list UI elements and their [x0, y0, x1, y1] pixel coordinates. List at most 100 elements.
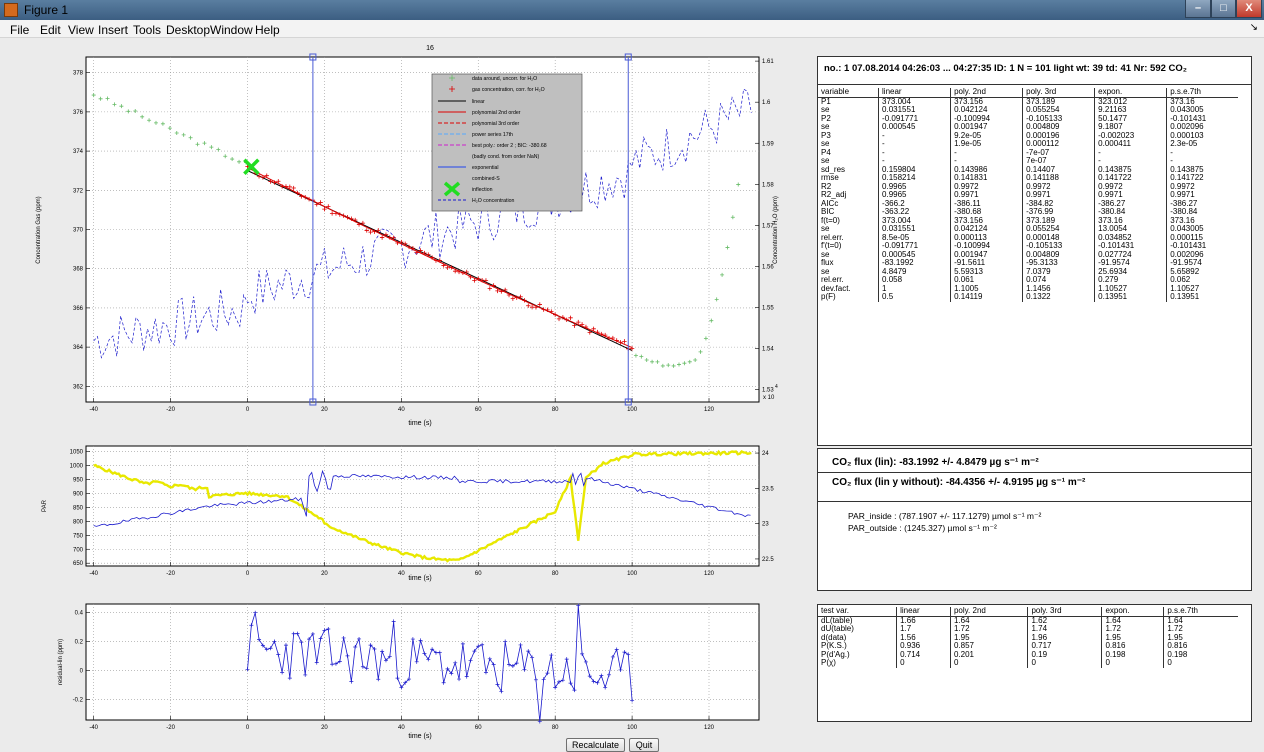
table-cell: 2.3e-05 [1166, 139, 1238, 149]
table-row: dev.fact. 1 1.1005 1.1456 1.10527 1.10527 [818, 284, 1238, 293]
table-cell: -0.002023 [1094, 131, 1167, 140]
table-row: se 0.000545 0.001947 0.004809 0.027724 0.0020… [818, 250, 1238, 259]
maximize-button[interactable]: □ [1211, 0, 1236, 18]
dock-arrow-icon[interactable]: ↘ [1249, 22, 1258, 33]
gas-data-point [318, 200, 323, 205]
outside-data-point [202, 141, 207, 146]
table-cell: - [1094, 156, 1167, 166]
table-row: flux -83.1992 -91.5611 -95.3133 -91.9574 -91.… [818, 258, 1238, 268]
gas-data-point [276, 179, 281, 184]
table-cell: BIC [821, 207, 835, 216]
gas-data-point [314, 202, 319, 207]
gas-data-point [602, 332, 608, 338]
recalculate-button[interactable]: Recalculate [566, 738, 625, 752]
gas-data-point [583, 324, 589, 330]
residual-point [580, 651, 585, 656]
table-cell: 0 [949, 658, 1028, 668]
menu-file[interactable]: File [10, 23, 30, 37]
legend-poly3: polynomial 3rd order [472, 121, 520, 127]
table-cell: 0.717 [1027, 641, 1102, 651]
par-line [93, 449, 752, 563]
residual-point [387, 654, 392, 659]
residual-point [626, 652, 631, 657]
table-cell: 1.95 [949, 633, 1028, 642]
table-cell: se [821, 122, 830, 131]
y-axis-label-left: Concentration Gas (ppm) [36, 196, 42, 263]
residual-point [249, 623, 254, 628]
gas-data-point [349, 216, 354, 221]
menu-view[interactable]: View [68, 23, 94, 37]
table-row: R2 0.9965 0.9972 0.9972 0.9972 0.9972 [818, 182, 1238, 191]
table-cell: 0.19 [1027, 650, 1102, 659]
gas-data-point [329, 211, 335, 216]
outside-data-point [216, 147, 221, 152]
menu-tools[interactable]: Tools [133, 23, 162, 37]
residual-point [430, 647, 435, 652]
table-cell: 13.0054 [1094, 224, 1167, 234]
menu-window[interactable]: Window [210, 23, 253, 37]
gas-data-point [452, 268, 458, 274]
residual-point [322, 628, 327, 633]
inflection-marker [243, 158, 260, 176]
residual-point [410, 637, 415, 642]
table-cell: 1.9e-05 [950, 139, 1023, 149]
table-cell: 0.001947 [950, 250, 1023, 259]
table-cell: - [1166, 148, 1238, 157]
menu-edit[interactable]: Edit [40, 23, 61, 37]
gas-data-point [522, 298, 527, 303]
column-header: test var. [818, 606, 897, 617]
residual-point [383, 658, 388, 663]
gas-data-point [418, 248, 423, 253]
table-cell: 1.72 [1101, 624, 1164, 634]
par-x-axis-label: time (s) [408, 575, 431, 582]
y-tick-label: -0.2 [73, 698, 84, 704]
minimize-button[interactable]: – [1185, 0, 1211, 18]
y-tick-label: 376 [73, 110, 84, 116]
gas-data-point [445, 265, 450, 270]
boundary-handle-bottom [624, 398, 632, 406]
residual-point [495, 682, 500, 687]
table-cell: rel.err. [821, 275, 844, 284]
table-cell: 0.143875 [1094, 165, 1167, 174]
menu-help[interactable]: Help [255, 23, 280, 37]
table-cell: 0.002096 [1166, 250, 1238, 259]
gas-data-point [629, 346, 635, 351]
column-header: variable [818, 87, 879, 98]
gas-data-point [353, 217, 358, 223]
table-cell: -0.105133 [1022, 241, 1095, 251]
table-cell: 1.72 [949, 624, 1028, 634]
menu-desktop[interactable]: Desktop [166, 23, 211, 37]
residual-point [333, 661, 338, 666]
residual-point [457, 677, 462, 682]
table-cell: 0.141188 [1022, 173, 1095, 183]
gas-data-point [360, 220, 366, 226]
gas-data-point [599, 331, 604, 337]
gas-data-point [429, 255, 435, 260]
gas-data-point [426, 252, 431, 257]
table-cell: dU(table) [821, 624, 854, 633]
gas-data-point [256, 174, 262, 179]
residual-point [433, 650, 438, 655]
outside-data-point [195, 142, 200, 147]
outside-data-point [223, 154, 228, 159]
table-cell: rmse [821, 173, 839, 182]
y-tick-label: 850 [73, 505, 84, 511]
main-legend[interactable]: data around, uncorr. for H₂O gas concent… [431, 73, 583, 212]
residual-point [499, 689, 504, 694]
table-row: rel.err. 0.058 0.061 0.074 0.279 0.062 [818, 275, 1238, 285]
y-right-tick-label: 1.54 [762, 347, 774, 353]
outside-data-point [112, 102, 117, 107]
table-cell: 0.000196 [1022, 131, 1095, 140]
gas-data-point [402, 241, 408, 246]
y-tick-label: 372 [73, 188, 84, 194]
residual-point [572, 688, 577, 693]
menu-insert[interactable]: Insert [98, 23, 129, 37]
close-button[interactable]: X [1236, 0, 1262, 18]
y-tick-label: 364 [73, 345, 84, 351]
flux-lin-text: CO₂ flux (lin): -83.1992 +/- 4.8479 µg s… [832, 457, 1039, 468]
table-cell: -380.84 [1166, 207, 1238, 217]
y-tick-label: 800 [73, 519, 84, 525]
table-row: R2_adj 0.9965 0.9971 0.9971 0.9971 0.9971 [818, 190, 1238, 200]
quit-button[interactable]: Quit [629, 738, 659, 752]
outside-data-point [655, 359, 660, 364]
